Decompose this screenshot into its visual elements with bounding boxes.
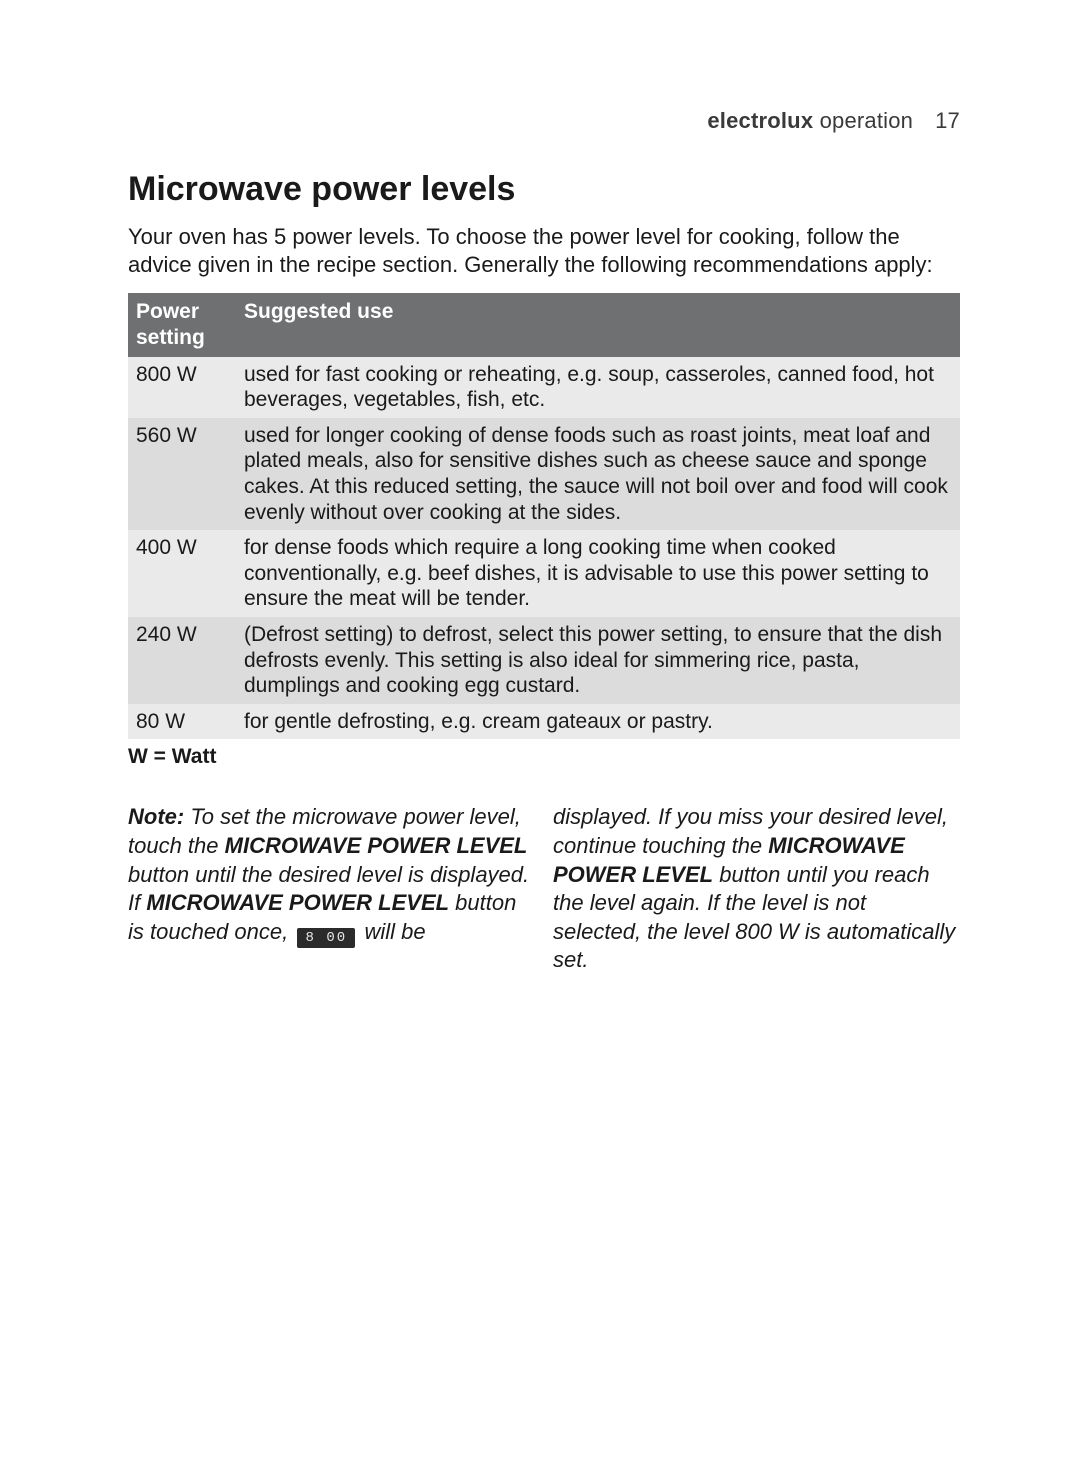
cell-power: 800 W [128,357,236,418]
table-row: 400 W for dense foods which require a lo… [128,530,960,617]
note-col-left: Note: To set the microwave power level, … [128,803,535,975]
note-bold: MICROWAVE POWER LEVEL [146,890,449,915]
table-header-row: Power setting Suggested use [128,293,960,356]
page-header: electrolux operation 17 [128,108,960,134]
intro-paragraph: Your oven has 5 power levels. To choose … [128,223,960,279]
cell-power: 80 W [128,704,236,740]
cell-use: for dense foods which require a long coo… [236,530,960,617]
display-readout-icon: 8 00 [297,928,355,948]
note-columns: Note: To set the microwave power level, … [128,803,960,975]
cell-use: for gentle defrosting, e.g. cream gateau… [236,704,960,740]
manual-page: electrolux operation 17 Microwave power l… [0,0,1080,1475]
table-row: 240 W (Defrost setting) to defrost, sele… [128,617,960,704]
note-text: will be [358,919,425,944]
note-bold: MICROWAVE POWER LEVEL [225,833,528,858]
cell-use: (Defrost setting) to defrost, select thi… [236,617,960,704]
page-number: 17 [935,108,960,133]
table-row: 80 W for gentle defrosting, e.g. cream g… [128,704,960,740]
watt-footnote: W = Watt [128,745,960,769]
note-label: Note: [128,804,184,829]
cell-power: 240 W [128,617,236,704]
cell-use: used for fast cooking or reheating, e.g.… [236,357,960,418]
col-header-power: Power setting [128,293,236,356]
note-col-right: displayed. If you miss your desired leve… [553,803,960,975]
table-row: 800 W used for fast cooking or reheating… [128,357,960,418]
table-row: 560 W used for longer cooking of dense f… [128,418,960,530]
brand-name-bold: electrolux [707,108,813,133]
col-header-suggested: Suggested use [236,293,960,356]
brand-name-light: operation [813,108,913,133]
cell-power: 560 W [128,418,236,530]
power-levels-table: Power setting Suggested use 800 W used f… [128,293,960,739]
section-title: Microwave power levels [128,170,960,209]
cell-power: 400 W [128,530,236,617]
cell-use: used for longer cooking of dense foods s… [236,418,960,530]
